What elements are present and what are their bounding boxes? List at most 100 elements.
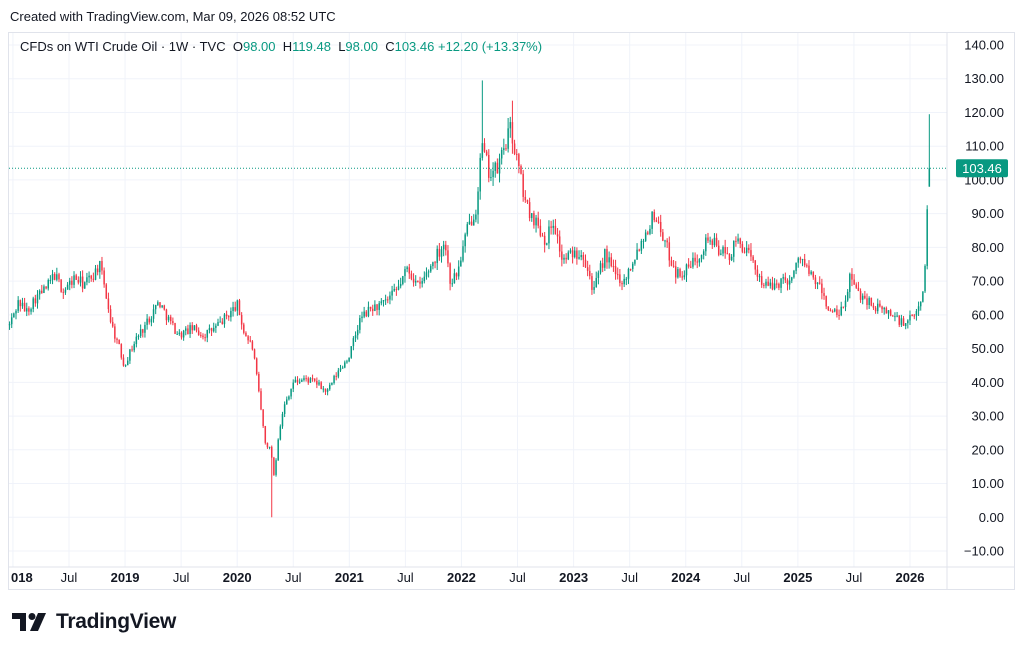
candle-body xyxy=(451,283,454,285)
candle-body xyxy=(496,162,499,174)
candle-body xyxy=(329,384,331,390)
candle-body xyxy=(288,396,290,400)
candle-body xyxy=(43,286,45,293)
candle-body xyxy=(311,378,314,380)
candle-body xyxy=(361,316,363,319)
candle-body xyxy=(380,301,383,304)
candle-body xyxy=(127,360,129,366)
candle-body xyxy=(253,349,256,359)
candle-body xyxy=(604,249,606,268)
candle-body xyxy=(66,284,69,290)
candle-body xyxy=(507,128,509,149)
candle-body xyxy=(165,309,168,321)
candle-body xyxy=(567,252,570,260)
candle-body xyxy=(728,253,731,261)
candle-body xyxy=(816,282,819,285)
candle-body xyxy=(722,247,724,254)
candle-body xyxy=(185,328,187,331)
candle-body xyxy=(745,247,748,253)
candle-body xyxy=(711,240,714,246)
candle-body xyxy=(90,275,92,279)
candle-body xyxy=(705,237,707,252)
candle-body xyxy=(511,122,514,144)
candle-body xyxy=(236,300,239,311)
candle-body xyxy=(795,262,797,271)
candle-body xyxy=(687,264,690,267)
candle-body xyxy=(531,213,533,219)
candle-body xyxy=(550,226,552,228)
candle-body xyxy=(857,287,860,291)
price-axis[interactable]: 140.00130.00120.00110.00100.0090.0080.00… xyxy=(964,38,1004,559)
candle-body xyxy=(187,328,189,335)
time-tick-label: 2021 xyxy=(335,570,364,585)
candle-body xyxy=(887,310,890,314)
candle-body xyxy=(122,357,125,366)
candle-body xyxy=(131,349,133,351)
candle-body xyxy=(279,426,282,440)
price-chart[interactable]: 140.00130.00120.00110.00100.0090.0080.00… xyxy=(0,0,1024,600)
candle-body xyxy=(178,332,181,334)
candle-body xyxy=(296,379,299,383)
price-tick-label: 90.00 xyxy=(971,206,1004,221)
candle-body xyxy=(371,308,374,311)
candle-body xyxy=(904,323,907,326)
tradingview-logo-text: TradingView xyxy=(56,610,177,633)
candle-body xyxy=(765,281,767,286)
candle-body xyxy=(767,281,769,286)
candle-body xyxy=(818,282,821,284)
candle-body xyxy=(234,307,236,311)
candle-body xyxy=(367,306,370,317)
candle-body xyxy=(662,232,664,241)
candle-body xyxy=(111,321,114,327)
candle-body xyxy=(468,221,471,225)
candle-body xyxy=(137,335,140,337)
time-axis[interactable]: 018 Jul 2019 Jul 2020 Jul 2021 Jul 2022 Jul 2023 Ju… xyxy=(11,570,924,585)
candle-body xyxy=(793,270,795,278)
candle-body xyxy=(616,274,619,276)
candle-body xyxy=(724,247,726,254)
candle-body xyxy=(464,234,466,247)
candle-body xyxy=(763,284,765,286)
price-tick-label: 110.00 xyxy=(965,139,1004,154)
candle-body xyxy=(498,158,501,174)
candle-body xyxy=(788,280,791,285)
candle-body xyxy=(146,318,148,325)
candle-body xyxy=(677,269,679,278)
candle-body xyxy=(928,168,931,187)
candle-body xyxy=(494,162,496,171)
candle-body xyxy=(595,277,597,288)
candle-body xyxy=(558,236,561,252)
price-tick-label: 0.00 xyxy=(979,510,1004,525)
time-tick-label: Jul xyxy=(509,570,526,585)
candle-body xyxy=(101,261,103,271)
last-price-label: 103.46 xyxy=(962,161,1002,176)
candle-body xyxy=(79,276,82,283)
candle-body xyxy=(483,143,486,152)
candle-body xyxy=(554,225,557,235)
candle-body xyxy=(778,283,780,288)
candle-body xyxy=(823,293,825,296)
candle-body xyxy=(161,305,163,308)
candle-body xyxy=(215,325,217,328)
candle-body xyxy=(298,381,301,383)
price-tick-label: 60.00 xyxy=(971,307,1004,322)
time-tick-label: Jul xyxy=(61,570,78,585)
candle-body xyxy=(692,257,694,267)
candle-body xyxy=(827,306,830,311)
candle-body xyxy=(806,265,808,267)
candle-body xyxy=(258,373,260,392)
tradingview-logo[interactable]: TradingView xyxy=(12,610,176,634)
candle-body xyxy=(402,276,404,284)
price-tick-label: 80.00 xyxy=(971,240,1004,255)
price-tick-label: 10.00 xyxy=(971,476,1004,491)
candle-body xyxy=(107,298,110,310)
candle-body xyxy=(614,266,617,275)
candle-body xyxy=(94,268,97,280)
candle-body xyxy=(866,298,868,305)
candle-body xyxy=(672,265,675,267)
candle-body xyxy=(892,315,894,317)
time-tick-label: Jul xyxy=(397,570,414,585)
candle-body xyxy=(625,278,628,280)
candle-body xyxy=(492,170,494,178)
candle-body xyxy=(526,200,529,203)
